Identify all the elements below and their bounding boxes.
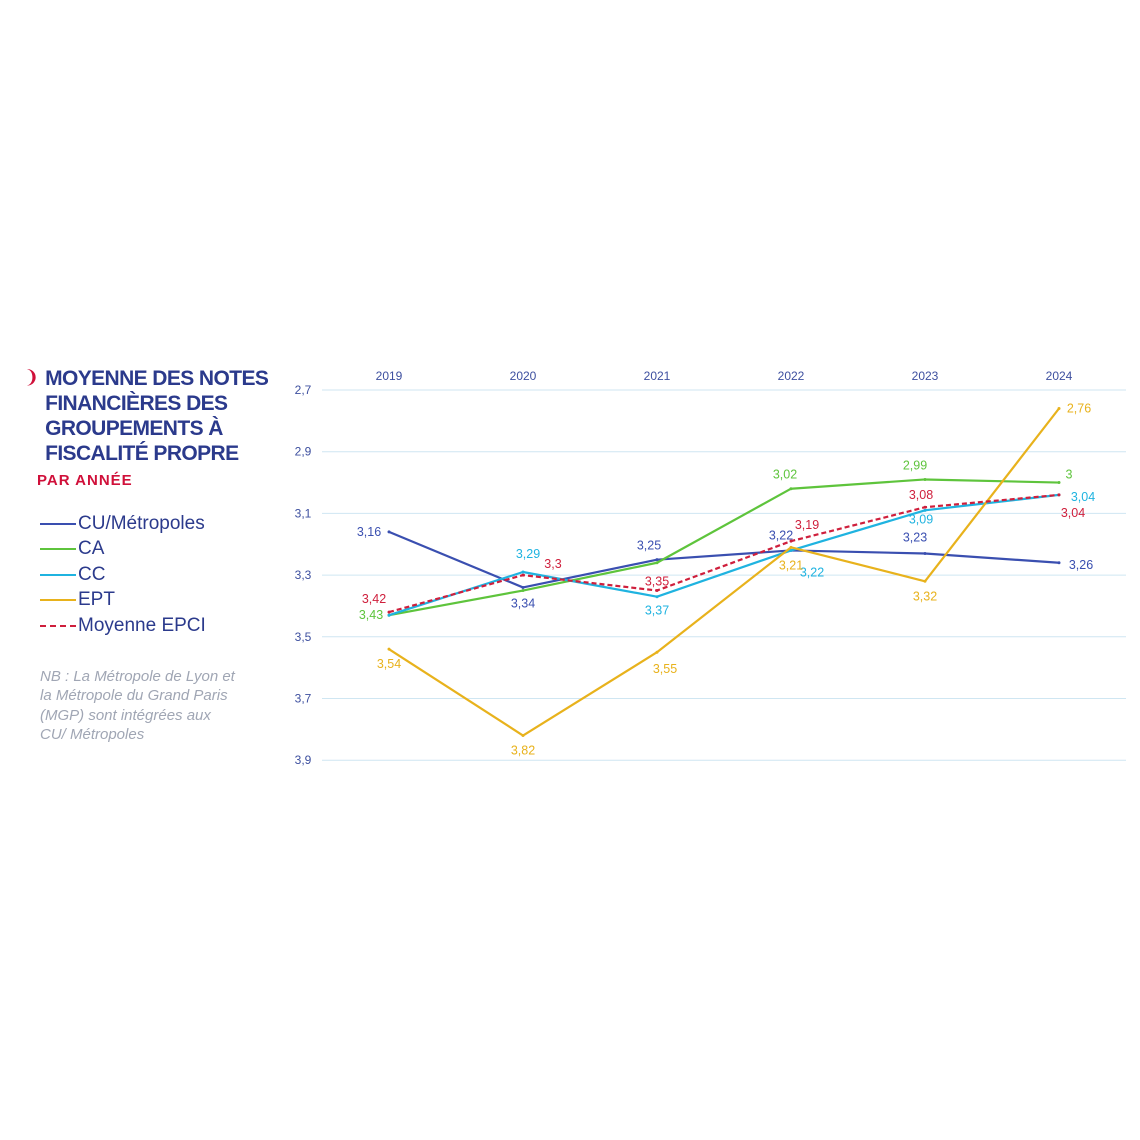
data-label: 3,3 [544, 557, 561, 571]
series-line [388, 493, 1060, 614]
data-label: 3,54 [377, 657, 401, 671]
y-tick-label: 3,7 [295, 692, 312, 706]
legend-item: CC [40, 562, 274, 588]
bullet-arc-icon: ❩ [24, 367, 40, 388]
data-point [789, 545, 793, 549]
legend-label: CC [78, 563, 106, 585]
x-tick-label: 2021 [644, 369, 671, 383]
data-label: 3 [1066, 468, 1073, 482]
data-label: 3,35 [645, 575, 669, 589]
data-point [789, 548, 793, 552]
data-label: 3,34 [511, 596, 535, 610]
left-panel: ❩ MOYENNE DES NOTES FINANCIÈRES DES GROU… [24, 366, 274, 745]
data-point [1057, 407, 1061, 411]
legend-swatch [40, 522, 76, 525]
legend-item: CU/Métropoles [40, 511, 274, 537]
y-tick-label: 3,3 [295, 568, 312, 582]
x-tick-label: 2024 [1046, 369, 1073, 383]
data-point [655, 650, 659, 654]
data-label: 3,26 [1069, 558, 1093, 572]
data-label: 3,25 [637, 539, 661, 553]
y-tick-label: 3,5 [295, 630, 312, 644]
data-point [1057, 561, 1061, 565]
legend-label: EPT [78, 589, 115, 611]
data-point [387, 610, 391, 614]
footnote: NB : La Métropole de Lyon et la Métropol… [40, 667, 235, 744]
data-label: 3,23 [903, 531, 927, 545]
y-tick-label: 2,9 [295, 445, 312, 459]
legend-swatch [40, 624, 76, 627]
data-label: 3,32 [913, 589, 937, 603]
data-point [655, 558, 659, 562]
data-label: 3,09 [909, 512, 933, 526]
data-point [387, 530, 391, 534]
legend-swatch [40, 599, 76, 602]
data-point [923, 508, 927, 512]
series-line [388, 530, 1060, 589]
data-point [1057, 493, 1061, 497]
x-tick-label: 2020 [510, 369, 537, 383]
data-label: 3,37 [645, 604, 669, 618]
series-line [388, 478, 1060, 617]
data-label: 3,16 [357, 525, 381, 539]
data-label: 3,82 [511, 744, 535, 758]
data-point [387, 613, 391, 617]
data-point [521, 570, 525, 574]
data-label: 3,22 [800, 565, 824, 579]
data-label: 3,02 [773, 468, 797, 482]
data-label: 3,19 [795, 518, 819, 532]
data-point [923, 579, 927, 583]
data-point [923, 505, 927, 509]
data-label: 2,99 [903, 458, 927, 472]
legend-label: Moyenne EPCI [78, 614, 206, 636]
data-label: 3,22 [769, 528, 793, 542]
title-row: ❩ MOYENNE DES NOTES FINANCIÈRES DES GROU… [24, 366, 274, 466]
legend-item: EPT [40, 588, 274, 614]
chart-subtitle: PAR ANNÉE [37, 472, 133, 489]
data-point [521, 734, 525, 738]
legend-swatch [40, 548, 76, 551]
data-point [923, 477, 927, 481]
data-point [789, 539, 793, 543]
legend: CU/Métropoles CA CC EPT Moyenne EPCI [40, 511, 274, 639]
legend-label: CA [78, 538, 105, 560]
data-label: 3,55 [653, 662, 677, 676]
data-point [789, 487, 793, 491]
data-point [1057, 481, 1061, 485]
legend-item: Moyenne EPCI [40, 613, 274, 639]
x-tick-label: 2019 [376, 369, 403, 383]
series-line [388, 493, 1060, 617]
data-label: 3,43 [359, 608, 383, 622]
data-point [521, 589, 525, 593]
y-tick-label: 3,1 [295, 506, 312, 520]
data-point [655, 589, 659, 593]
data-label: 2,76 [1067, 402, 1091, 416]
data-point [521, 573, 525, 577]
data-point [387, 647, 391, 651]
legend-swatch [40, 573, 76, 576]
data-point [923, 552, 927, 556]
y-tick-label: 3,9 [295, 753, 312, 767]
legend-label: CU/Métropoles [78, 512, 205, 534]
data-label: 3,21 [779, 558, 803, 572]
data-point [655, 595, 659, 599]
x-tick-label: 2022 [778, 369, 805, 383]
chart-title: MOYENNE DES NOTES FINANCIÈRES DES GROUPE… [45, 367, 269, 465]
data-label: 3,08 [909, 488, 933, 502]
data-label: 3,04 [1061, 506, 1085, 520]
data-label: 3,04 [1071, 490, 1095, 504]
x-tick-label: 2023 [912, 369, 939, 383]
y-tick-label: 2,7 [295, 383, 312, 397]
data-point [655, 561, 659, 565]
data-label: 3,29 [516, 547, 540, 561]
data-label: 3,42 [362, 592, 386, 606]
legend-item: CA [40, 537, 274, 563]
data-point [521, 585, 525, 589]
series-line [388, 407, 1060, 737]
